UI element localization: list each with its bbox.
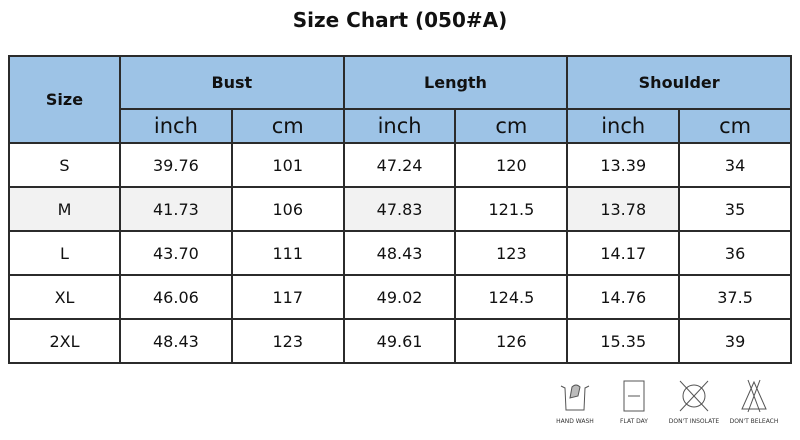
size-cell: L (8, 230, 121, 276)
measurement-cell: 13.39 (566, 142, 681, 188)
measurement-cell: 36 (678, 230, 792, 276)
measurement-cell: 48.43 (119, 318, 233, 364)
table-row: S 39.76 101 47.24 120 13.39 34 (8, 142, 792, 188)
size-chart-table: Size Bust Length Shoulder inch cm inch c… (8, 55, 792, 364)
table-row: XL 46.06 117 49.02 124.5 14.76 37.5 (8, 274, 792, 320)
table-row: L 43.70 111 48.43 123 14.17 36 (8, 230, 792, 276)
measurement-cell: 49.61 (342, 318, 457, 364)
size-cell: M (8, 186, 121, 232)
hand-wash-icon (560, 384, 590, 411)
measurement-cell: 39 (678, 318, 792, 364)
measurement-cell: 39.76 (119, 142, 233, 188)
care-dont-insolate: DON'T INSOLATE (664, 378, 724, 425)
care-flat-dry: FLAT DAY (604, 378, 664, 425)
measurement-cell: 126 (454, 318, 569, 364)
measurement-cell: 43.70 (119, 230, 233, 276)
measurement-cell: 15.35 (566, 318, 681, 364)
do-not-tumble-icon (679, 380, 709, 412)
measurement-cell: 37.5 (678, 274, 792, 320)
measurement-cell: 13.78 (566, 186, 681, 232)
unit-header: inch (342, 108, 457, 144)
header-shoulder: Shoulder (566, 55, 792, 110)
measurement-cell: 111 (230, 230, 345, 276)
table-row: 2XL 48.43 123 49.61 126 15.35 39 (8, 318, 792, 364)
measurement-cell: 106 (230, 186, 345, 232)
measurement-cell: 14.76 (566, 274, 681, 320)
measurement-cell: 123 (230, 318, 345, 364)
care-hand-wash: HAND WASH (545, 378, 605, 425)
measurement-cell: 121.5 (454, 186, 569, 232)
unit-header: cm (454, 108, 569, 144)
table-row: M 41.73 106 47.83 121.5 13.78 35 (8, 186, 792, 232)
flat-dry-icon (623, 380, 645, 412)
size-cell: 2XL (8, 318, 121, 364)
measurement-cell: 34 (678, 142, 792, 188)
measurement-cell: 46.06 (119, 274, 233, 320)
header-length: Length (342, 55, 569, 110)
measurement-cell: 48.43 (342, 230, 457, 276)
header-bust: Bust (119, 55, 345, 110)
measurement-cell: 117 (230, 274, 345, 320)
measurement-cell: 49.02 (342, 274, 457, 320)
measurement-cell: 35 (678, 186, 792, 232)
measurement-cell: 47.83 (342, 186, 457, 232)
do-not-bleach-icon (741, 379, 767, 413)
size-cell: XL (8, 274, 121, 320)
measurement-cell: 47.24 (342, 142, 457, 188)
measurement-cell: 41.73 (119, 186, 233, 232)
care-dont-bleach: DON'T BELEACH (724, 378, 784, 425)
measurement-cell: 120 (454, 142, 569, 188)
unit-header: cm (678, 108, 792, 144)
page-title: Size Chart (050#A) (292, 8, 508, 32)
unit-header: cm (230, 108, 345, 144)
measurement-cell: 101 (230, 142, 345, 188)
unit-header: inch (566, 108, 681, 144)
header-size: Size (8, 55, 121, 144)
unit-header: inch (119, 108, 233, 144)
measurement-cell: 124.5 (454, 274, 569, 320)
measurement-cell: 14.17 (566, 230, 681, 276)
size-cell: S (8, 142, 121, 188)
measurement-cell: 123 (454, 230, 569, 276)
